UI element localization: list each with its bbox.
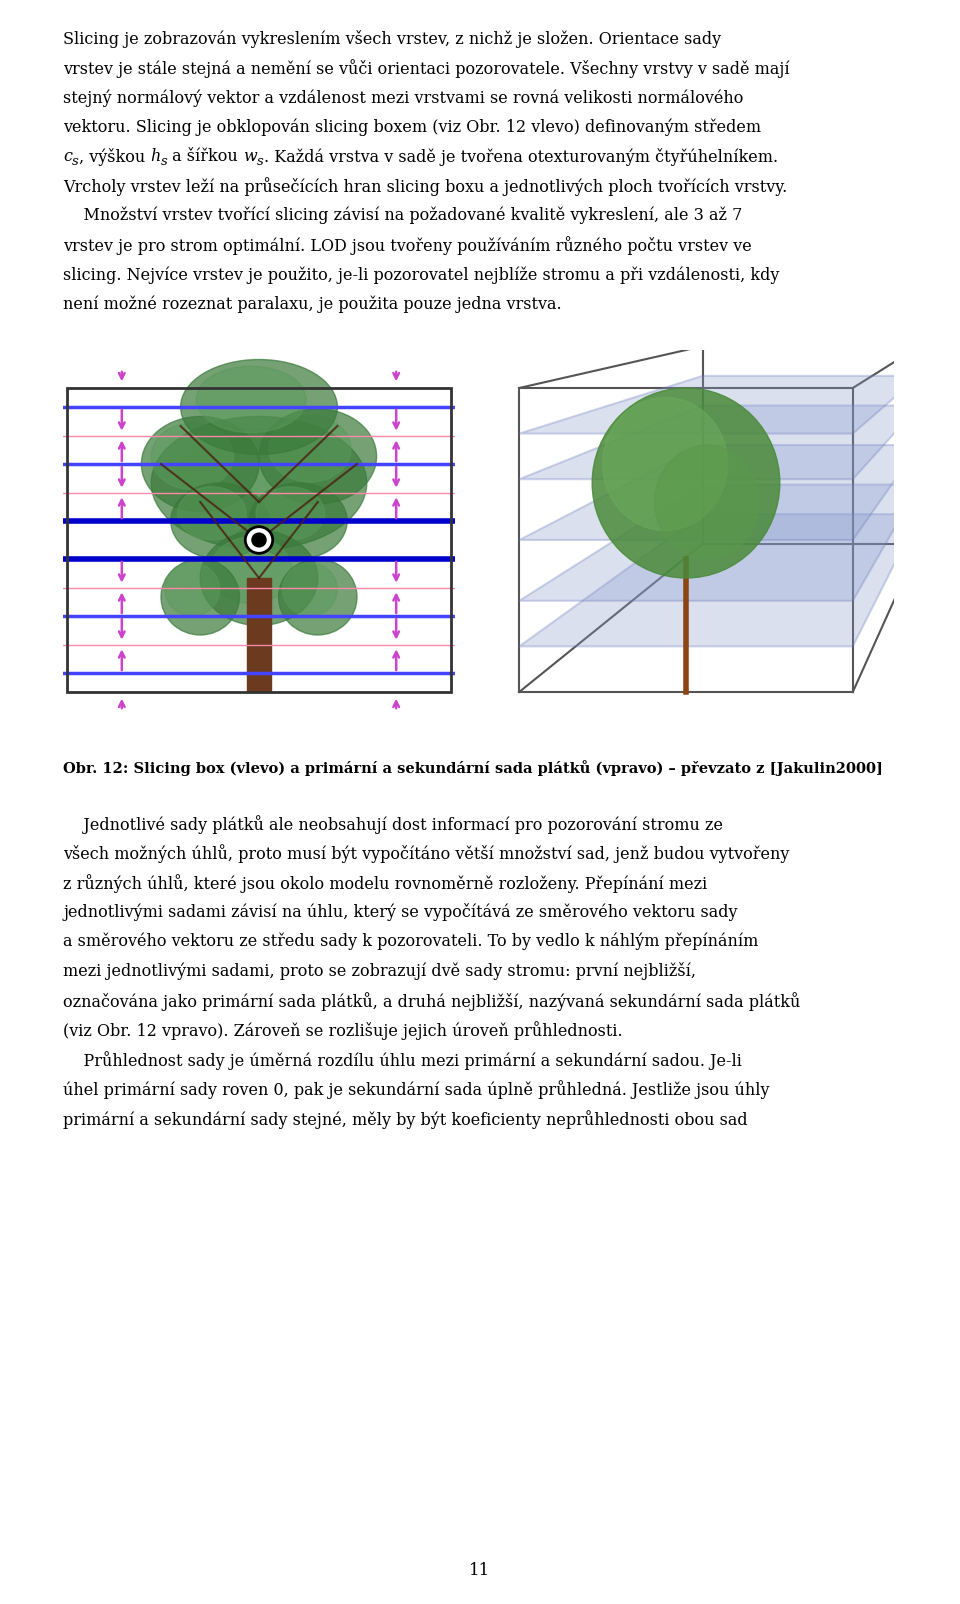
Ellipse shape	[603, 398, 728, 531]
Text: slicing. Nejvíce vrstev je použito, je-li pozorovatel nejblíže stromu a při vzdá: slicing. Nejvíce vrstev je použito, je-l…	[63, 266, 780, 284]
Text: s: s	[256, 156, 263, 168]
Text: Obr. 12: Slicing box (vlevo) a primární a sekundární sada plátků (vpravo) – přev: Obr. 12: Slicing box (vlevo) a primární …	[63, 760, 883, 776]
Ellipse shape	[180, 359, 337, 454]
Text: vektoru. Slicing je obklopován slicing boxem (viz Obr. 12 vlevo) definovaným stř: vektoru. Slicing je obklopován slicing b…	[63, 119, 761, 136]
Ellipse shape	[196, 366, 306, 433]
Text: a šířkou: a šířkou	[167, 148, 243, 165]
Polygon shape	[519, 375, 920, 433]
Text: (viz Obr. 12 vpravo). Zároveň se rozlišuje jejich úroveň průhlednosti.: (viz Obr. 12 vpravo). Zároveň se rozlišu…	[63, 1022, 623, 1041]
Ellipse shape	[141, 417, 259, 512]
Text: s: s	[72, 156, 79, 168]
Text: Vrcholy vrstev leží na průsečících hran slicing boxu a jednotlivých ploch tvoříc: Vrcholy vrstev leží na průsečících hran …	[63, 178, 787, 196]
Text: stejný normálový vektor a vzdálenost mezi vrstvami se rovná velikosti normálovéh: stejný normálový vektor a vzdálenost mez…	[63, 88, 743, 106]
Text: všech možných úhlů, proto musí být vypočítáno větší množství sad, jenž budou vyt: všech možných úhlů, proto musí být vypoč…	[63, 844, 789, 863]
Text: c: c	[63, 148, 72, 165]
Text: . Každá vrstva v sadě je tvořena otexturovaným čtyřúhelníkem.: . Každá vrstva v sadě je tvořena otextur…	[263, 148, 778, 165]
Ellipse shape	[282, 563, 337, 616]
Text: jednotlivými sadami závisí na úhlu, který se vypočítává ze směrového vektoru sad: jednotlivými sadami závisí na úhlu, kter…	[63, 903, 737, 922]
Ellipse shape	[151, 417, 367, 550]
Polygon shape	[519, 515, 920, 646]
Ellipse shape	[210, 537, 292, 603]
Text: z různých úhlů, které jsou okolo modelu rovnoměrně rozloženy. Přepínání mezi: z různých úhlů, které jsou okolo modelu …	[63, 874, 708, 893]
Ellipse shape	[592, 388, 780, 577]
Text: Slicing je zobrazován vykreslením všech vrstev, z nichž je složen. Orientace sad: Slicing je zobrazován vykreslením všech …	[63, 30, 721, 48]
Text: h: h	[150, 148, 160, 165]
Text: 11: 11	[469, 1562, 491, 1578]
Circle shape	[252, 533, 266, 547]
Text: primární a sekundární sady stejné, měly by být koeficienty neprůhlednosti obou s: primární a sekundární sady stejné, měly …	[63, 1110, 748, 1129]
Text: , výškou: , výškou	[79, 148, 150, 165]
Text: vrstev je pro strom optimální. LOD jsou tvořeny používáním různého počtu vrstev : vrstev je pro strom optimální. LOD jsou …	[63, 236, 752, 255]
Polygon shape	[519, 484, 920, 602]
Ellipse shape	[250, 483, 348, 560]
Text: a směrového vektoru ze středu sady k pozorovateli. To by vedlo k náhlým přepínán: a směrového vektoru ze středu sady k poz…	[63, 934, 758, 951]
Circle shape	[245, 526, 273, 553]
Bar	[67, 388, 451, 691]
Bar	[248, 577, 271, 691]
Ellipse shape	[278, 560, 357, 635]
Text: vrstev je stále stejná a nemění se vůči orientaci pozorovatele. Všechny vrstvy v: vrstev je stále stejná a nemění se vůči …	[63, 59, 790, 79]
Ellipse shape	[178, 486, 247, 541]
Ellipse shape	[176, 428, 326, 521]
Ellipse shape	[655, 444, 759, 560]
Ellipse shape	[269, 415, 351, 483]
Ellipse shape	[171, 483, 269, 560]
Ellipse shape	[256, 486, 324, 541]
Text: Množství vrstev tvořící slicing závisí na požadované kvalitě vykreslení, ale 3 a: Množství vrstev tvořící slicing závisí n…	[63, 207, 742, 225]
Ellipse shape	[161, 560, 239, 635]
Text: mezi jednotlivými sadami, proto se zobrazují dvě sady stromu: první nejbližší,: mezi jednotlivými sadami, proto se zobra…	[63, 962, 696, 980]
Text: Průhlednost sady je úměrná rozdílu úhlu mezi primární a sekundární sadou. Je-li: Průhlednost sady je úměrná rozdílu úhlu …	[63, 1051, 742, 1070]
Text: w: w	[243, 148, 256, 165]
Text: Jednotlivé sady plátků ale neobsahují dost informací pro pozorování stromu ze: Jednotlivé sady plátků ale neobsahují do…	[63, 815, 723, 834]
Polygon shape	[519, 444, 920, 541]
Polygon shape	[519, 406, 920, 480]
Text: s: s	[160, 156, 167, 168]
Text: není možné rozeznat paralaxu, je použita pouze jedna vrstva.: není možné rozeznat paralaxu, je použita…	[63, 295, 562, 313]
Text: úhel primární sady roven 0, pak je sekundární sada úplně průhledná. Jestliže jso: úhel primární sady roven 0, pak je sekun…	[63, 1081, 770, 1099]
Ellipse shape	[259, 409, 376, 504]
Text: označována jako primární sada plátků, a druhá nejbližší, nazývaná sekundární sad: označována jako primární sada plátků, a …	[63, 991, 801, 1011]
Ellipse shape	[151, 423, 233, 489]
Ellipse shape	[165, 563, 220, 616]
Ellipse shape	[201, 531, 318, 626]
